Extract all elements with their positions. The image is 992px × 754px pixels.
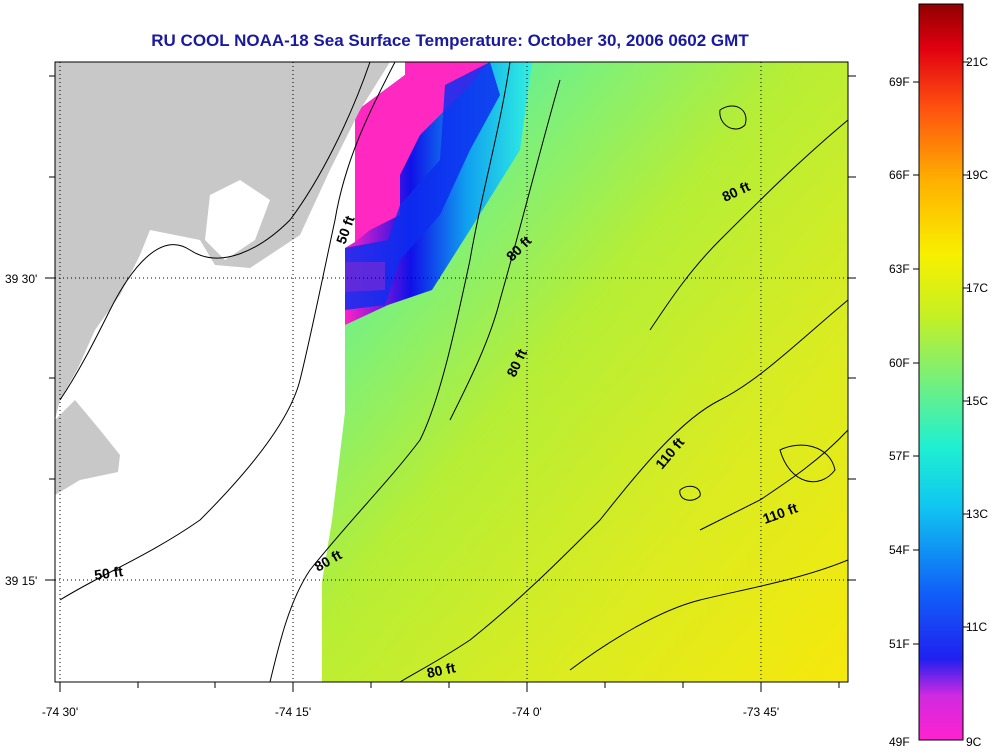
bathymetry-contours [59, 62, 848, 682]
colorbar-ticks [913, 61, 969, 645]
colorbar-c-label: 9C [966, 735, 982, 749]
colorbar-c-label: 21C [966, 55, 988, 69]
colorbar-f-label: 66F [889, 168, 910, 182]
contour-label: 80 ft [425, 659, 457, 681]
colorbar-f-label: 60F [889, 356, 910, 370]
colorbar-f-label: 69F [889, 75, 910, 89]
colorbar-f-label: 63F [889, 262, 910, 276]
contour-label: 50 ft [93, 563, 124, 583]
colorbar-f-label: 54F [889, 543, 910, 557]
colorbar-c-label: 19C [966, 168, 988, 182]
contour-shelf-south [569, 559, 848, 671]
colorbar-c-label: 17C [966, 281, 988, 295]
x-tick-label: -74 15' [275, 705, 311, 719]
land-lagoon [205, 180, 270, 260]
x-tick-label: -73 45' [743, 705, 779, 719]
contour-islet-3 [779, 444, 836, 483]
colorbar-c-label: 11C [966, 620, 987, 634]
contour-110ft [399, 299, 848, 682]
plot-frame [54, 61, 849, 683]
map-title: RU COOL NOAA-18 Sea Surface Temperature:… [151, 31, 749, 50]
contour-80ft-ridge [449, 79, 561, 421]
colorbar-f-label: 49F [889, 735, 910, 749]
contour-50ft [59, 62, 396, 601]
purple-patch [345, 262, 385, 292]
graticule [55, 62, 848, 682]
colorbar-c-label: 13C [966, 507, 988, 521]
colorbar [918, 3, 964, 741]
land-mass-lower [55, 400, 120, 495]
y-tick-label: 39 30' [5, 272, 37, 286]
colorbar-c-label: 15C [966, 394, 988, 408]
y-tick-label: 39 15' [5, 574, 37, 588]
x-tick-label: -74 0' [512, 705, 542, 719]
dark-blue-patch [345, 62, 500, 310]
colorbar-f-label: 51F [889, 637, 910, 651]
land-lagoon-2 [100, 310, 190, 410]
map-plot-area: 50 ft 80 ft 80 ft 80 ft 80 ft 110 ft 110… [55, 62, 848, 682]
colorbar-f-label: 57F [889, 449, 910, 463]
contour-80ft-north [269, 62, 511, 682]
frame-ticks [45, 75, 856, 692]
contour-islet-2 [679, 485, 701, 501]
x-tick-label: -74 30' [42, 705, 78, 719]
coldest-water-patch [355, 62, 488, 242]
contour-islet-1 [719, 105, 747, 130]
contour-coast [59, 62, 371, 401]
contour-80ft-east [649, 119, 848, 331]
